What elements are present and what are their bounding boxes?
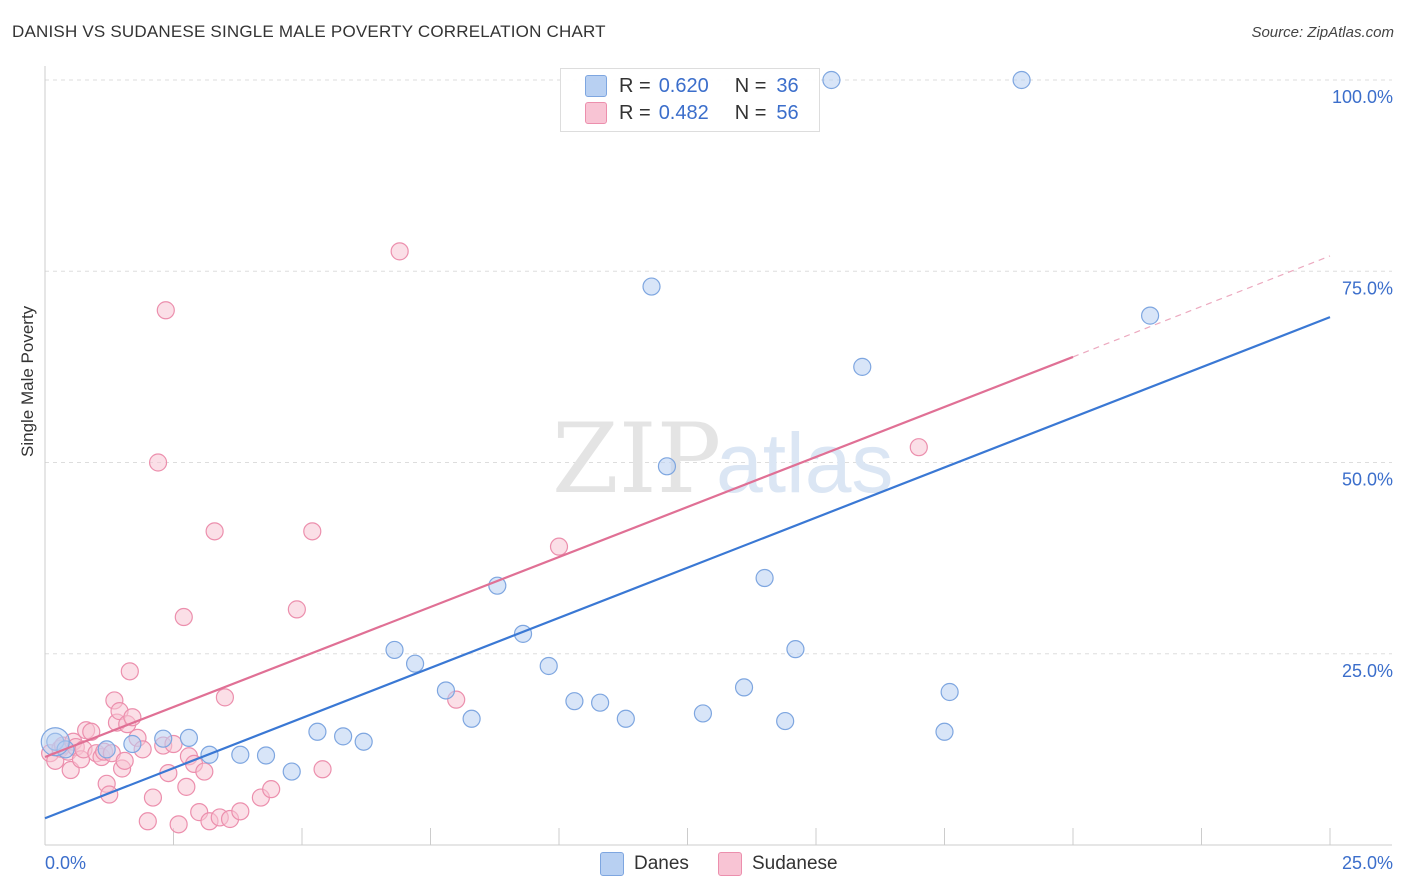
sudanese-point	[120, 662, 139, 681]
sudanese-point	[287, 600, 306, 619]
sudanese-points	[41, 242, 928, 834]
sudanese-trend-extension	[1072, 255, 1331, 358]
danes-point	[405, 654, 425, 673]
danes-point	[591, 693, 610, 712]
sudanese-point	[143, 788, 163, 807]
sudanese-point	[177, 777, 196, 796]
sudanese-point	[156, 301, 175, 320]
danes-legend-label: Danes	[634, 853, 689, 874]
danes-point	[308, 722, 327, 741]
sudanese-point	[262, 780, 281, 799]
legend-row-sudanese: R = 0.482 N = 56	[585, 100, 799, 126]
danes-point	[40, 727, 70, 757]
watermark-zip: ZIP	[552, 403, 721, 515]
sudanese-point	[231, 802, 250, 821]
legend-row-danes: R = 0.620 N = 36	[585, 73, 799, 99]
danes-point	[657, 457, 677, 476]
sudanese-point	[215, 688, 234, 707]
danes-point	[822, 70, 841, 90]
sudanese-point	[549, 537, 569, 556]
danes-point	[436, 681, 456, 700]
sudanese-point	[303, 522, 322, 541]
sudanese-point	[115, 751, 134, 770]
sudanese-point	[390, 242, 409, 261]
y-tick-label: 75.0%	[1342, 278, 1393, 298]
sudanese-point	[100, 785, 119, 804]
sudanese-point	[195, 762, 214, 781]
danes-point	[282, 762, 301, 781]
trend-lines	[44, 255, 1331, 820]
danes-point	[539, 656, 558, 676]
danes-point	[123, 734, 142, 754]
tick-labels: 25.0% 50.0% 75.0% 100.0% 0.0% 25.0%	[45, 87, 1393, 873]
sudanese-trend-line	[44, 355, 1074, 759]
danes-trend-line	[44, 316, 1331, 820]
danes-point	[693, 704, 713, 723]
danes-point	[734, 678, 754, 697]
danes-point	[616, 709, 635, 728]
r-label: R =	[619, 101, 651, 124]
y-tick-label: 50.0%	[1342, 470, 1393, 490]
sudanese-point	[138, 812, 157, 831]
danes-point	[231, 745, 250, 764]
chart-title: DANISH VS SUDANESE SINGLE MALE POVERTY C…	[12, 22, 606, 41]
legend-item-sudanese[interactable]: Sudanese	[718, 852, 838, 876]
sudanese-point	[313, 760, 332, 779]
n-label: N =	[734, 101, 767, 124]
y-tick-label: 100.0%	[1332, 87, 1393, 107]
danes-point	[334, 727, 353, 746]
sudanese-legend-label: Sudanese	[752, 853, 838, 874]
sudanese-n-value: 56	[776, 101, 799, 124]
axes	[44, 66, 1392, 846]
danes-point	[462, 709, 481, 728]
n-label: N =	[734, 74, 767, 97]
danes-point	[853, 357, 872, 376]
danes-legend-swatch	[600, 852, 624, 876]
danes-n-value: 36	[776, 74, 799, 97]
danes-point	[179, 728, 199, 748]
sudanese-point	[169, 815, 188, 834]
danes-point	[256, 746, 276, 765]
r-label: R =	[619, 74, 651, 97]
danes-point	[776, 711, 795, 731]
danes-point	[154, 729, 173, 748]
sudanese-point	[205, 522, 224, 541]
danes-r-value: 0.620	[658, 74, 709, 97]
grid-lines	[45, 79, 1392, 655]
y-axis-label: Single Male Poverty	[18, 305, 37, 457]
x-tick-label: 0.0%	[45, 853, 86, 873]
danes-point	[97, 740, 116, 759]
sudanese-point	[174, 607, 193, 627]
danes-point	[935, 722, 954, 741]
danes-point	[786, 640, 805, 659]
danes-point	[1012, 70, 1031, 90]
source-label: Source: ZipAtlas.com	[1251, 24, 1394, 41]
danes-point	[565, 692, 584, 711]
watermark-atlas: atlas	[716, 416, 893, 510]
danes-point	[385, 640, 404, 660]
sudanese-point	[148, 453, 168, 472]
danes-point	[1140, 306, 1160, 325]
sudanese-r-value: 0.482	[658, 101, 709, 124]
correlation-legend: R = 0.620 N = 36 R = 0.482 N = 56	[560, 68, 820, 132]
y-tick-label: 25.0%	[1342, 661, 1393, 681]
danes-point	[642, 277, 661, 296]
danes-point	[488, 576, 507, 595]
x-tick-label: 25.0%	[1342, 853, 1393, 873]
danes-point	[940, 682, 959, 702]
danes-swatch	[585, 75, 607, 97]
sudanese-point	[909, 438, 928, 457]
legend-item-danes[interactable]: Danes	[600, 852, 689, 876]
danes-point	[755, 568, 774, 588]
danes-point	[354, 732, 373, 751]
sudanese-legend-swatch	[718, 852, 742, 876]
sudanese-swatch	[585, 102, 607, 124]
sudanese-point	[82, 722, 101, 741]
